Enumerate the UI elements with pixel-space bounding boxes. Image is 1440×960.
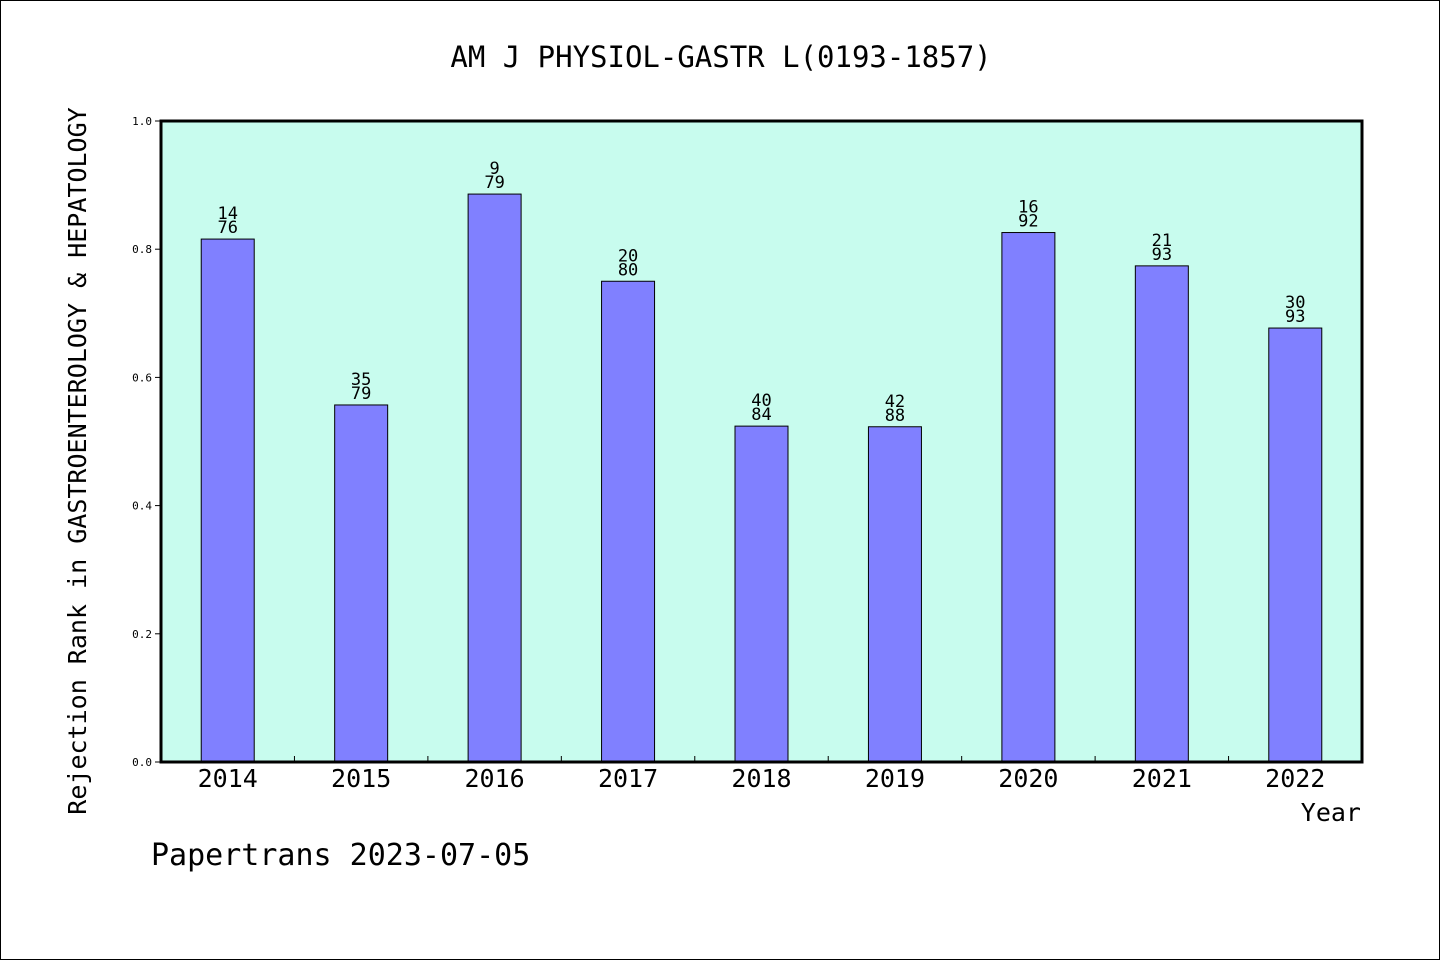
bar-2015: [334, 404, 389, 763]
bar-2014: [200, 238, 255, 763]
bar-label-top-2019: 42: [885, 392, 905, 412]
bar-2020: [1001, 232, 1056, 763]
y-tick-label: 1.0: [132, 115, 152, 128]
bar-2022: [1268, 327, 1323, 763]
bar-label-top-2014: 14: [217, 204, 237, 224]
bar-label-bottom-2018: 84: [751, 405, 771, 425]
y-tick-label: 0.6: [132, 371, 152, 384]
x-tick-label-2020: 2020: [998, 764, 1058, 793]
x-axis-label: Year: [1301, 798, 1361, 827]
bar-label-top-2021: 21: [1152, 231, 1172, 251]
bar-2017: [601, 280, 656, 763]
y-tick-label: 0.2: [132, 628, 152, 641]
bar-label-bottom-2017: 80: [618, 260, 638, 280]
bar-label-bottom-2021: 93: [1152, 245, 1172, 265]
x-tick-label-2022: 2022: [1265, 764, 1325, 793]
bar-2016: [467, 193, 522, 763]
x-tick-label-2019: 2019: [865, 764, 925, 793]
bar-label-top-2020: 16: [1018, 198, 1038, 218]
bar-label-top-2016: 9: [489, 159, 499, 179]
y-tick-label: 0.4: [132, 500, 152, 513]
bar-label-bottom-2016: 79: [484, 173, 504, 193]
y-tick-label: 0.0: [132, 756, 152, 769]
bar-2018: [734, 425, 789, 763]
bar-label-top-2022: 30: [1285, 293, 1305, 313]
bar-label-top-2017: 20: [618, 246, 638, 266]
footer-text: Papertrans 2023-07-05: [151, 838, 530, 873]
y-axis: 0.0 0.2 0.4 0.6 0.8 1.0: [132, 115, 161, 769]
x-axis: 2014 2015 2016 2017 2018 2019 2020 2021 2022: [198, 756, 1325, 793]
bar-label-bottom-2015: 79: [351, 384, 371, 404]
x-tick-label-2018: 2018: [731, 764, 791, 793]
bar-label-top-2018: 40: [751, 391, 771, 411]
bars-group: [200, 193, 1323, 763]
bar-label-bottom-2014: 76: [217, 218, 237, 238]
plot-border: [159, 119, 1364, 764]
bar-2021: [1134, 265, 1189, 763]
x-tick-label-2014: 2014: [198, 764, 258, 793]
bar-label-bottom-2019: 88: [885, 406, 905, 426]
bar-label-bottom-2022: 93: [1285, 307, 1305, 327]
bar-label-bottom-2020: 92: [1018, 212, 1038, 232]
y-axis-label: Rejection Rank in GASTROENTEROLOGY & HEP…: [63, 107, 92, 814]
x-tick-label-2017: 2017: [598, 764, 658, 793]
bar-label-top-2015: 35: [351, 370, 371, 390]
y-tick-label: 0.8: [132, 243, 152, 256]
x-tick-label-2015: 2015: [331, 764, 391, 793]
bar-2019: [867, 426, 922, 763]
x-tick-label-2021: 2021: [1132, 764, 1192, 793]
x-tick-label-2016: 2016: [465, 764, 525, 793]
chart-title: AM J PHYSIOL-GASTR L(0193-1857): [450, 40, 991, 74]
